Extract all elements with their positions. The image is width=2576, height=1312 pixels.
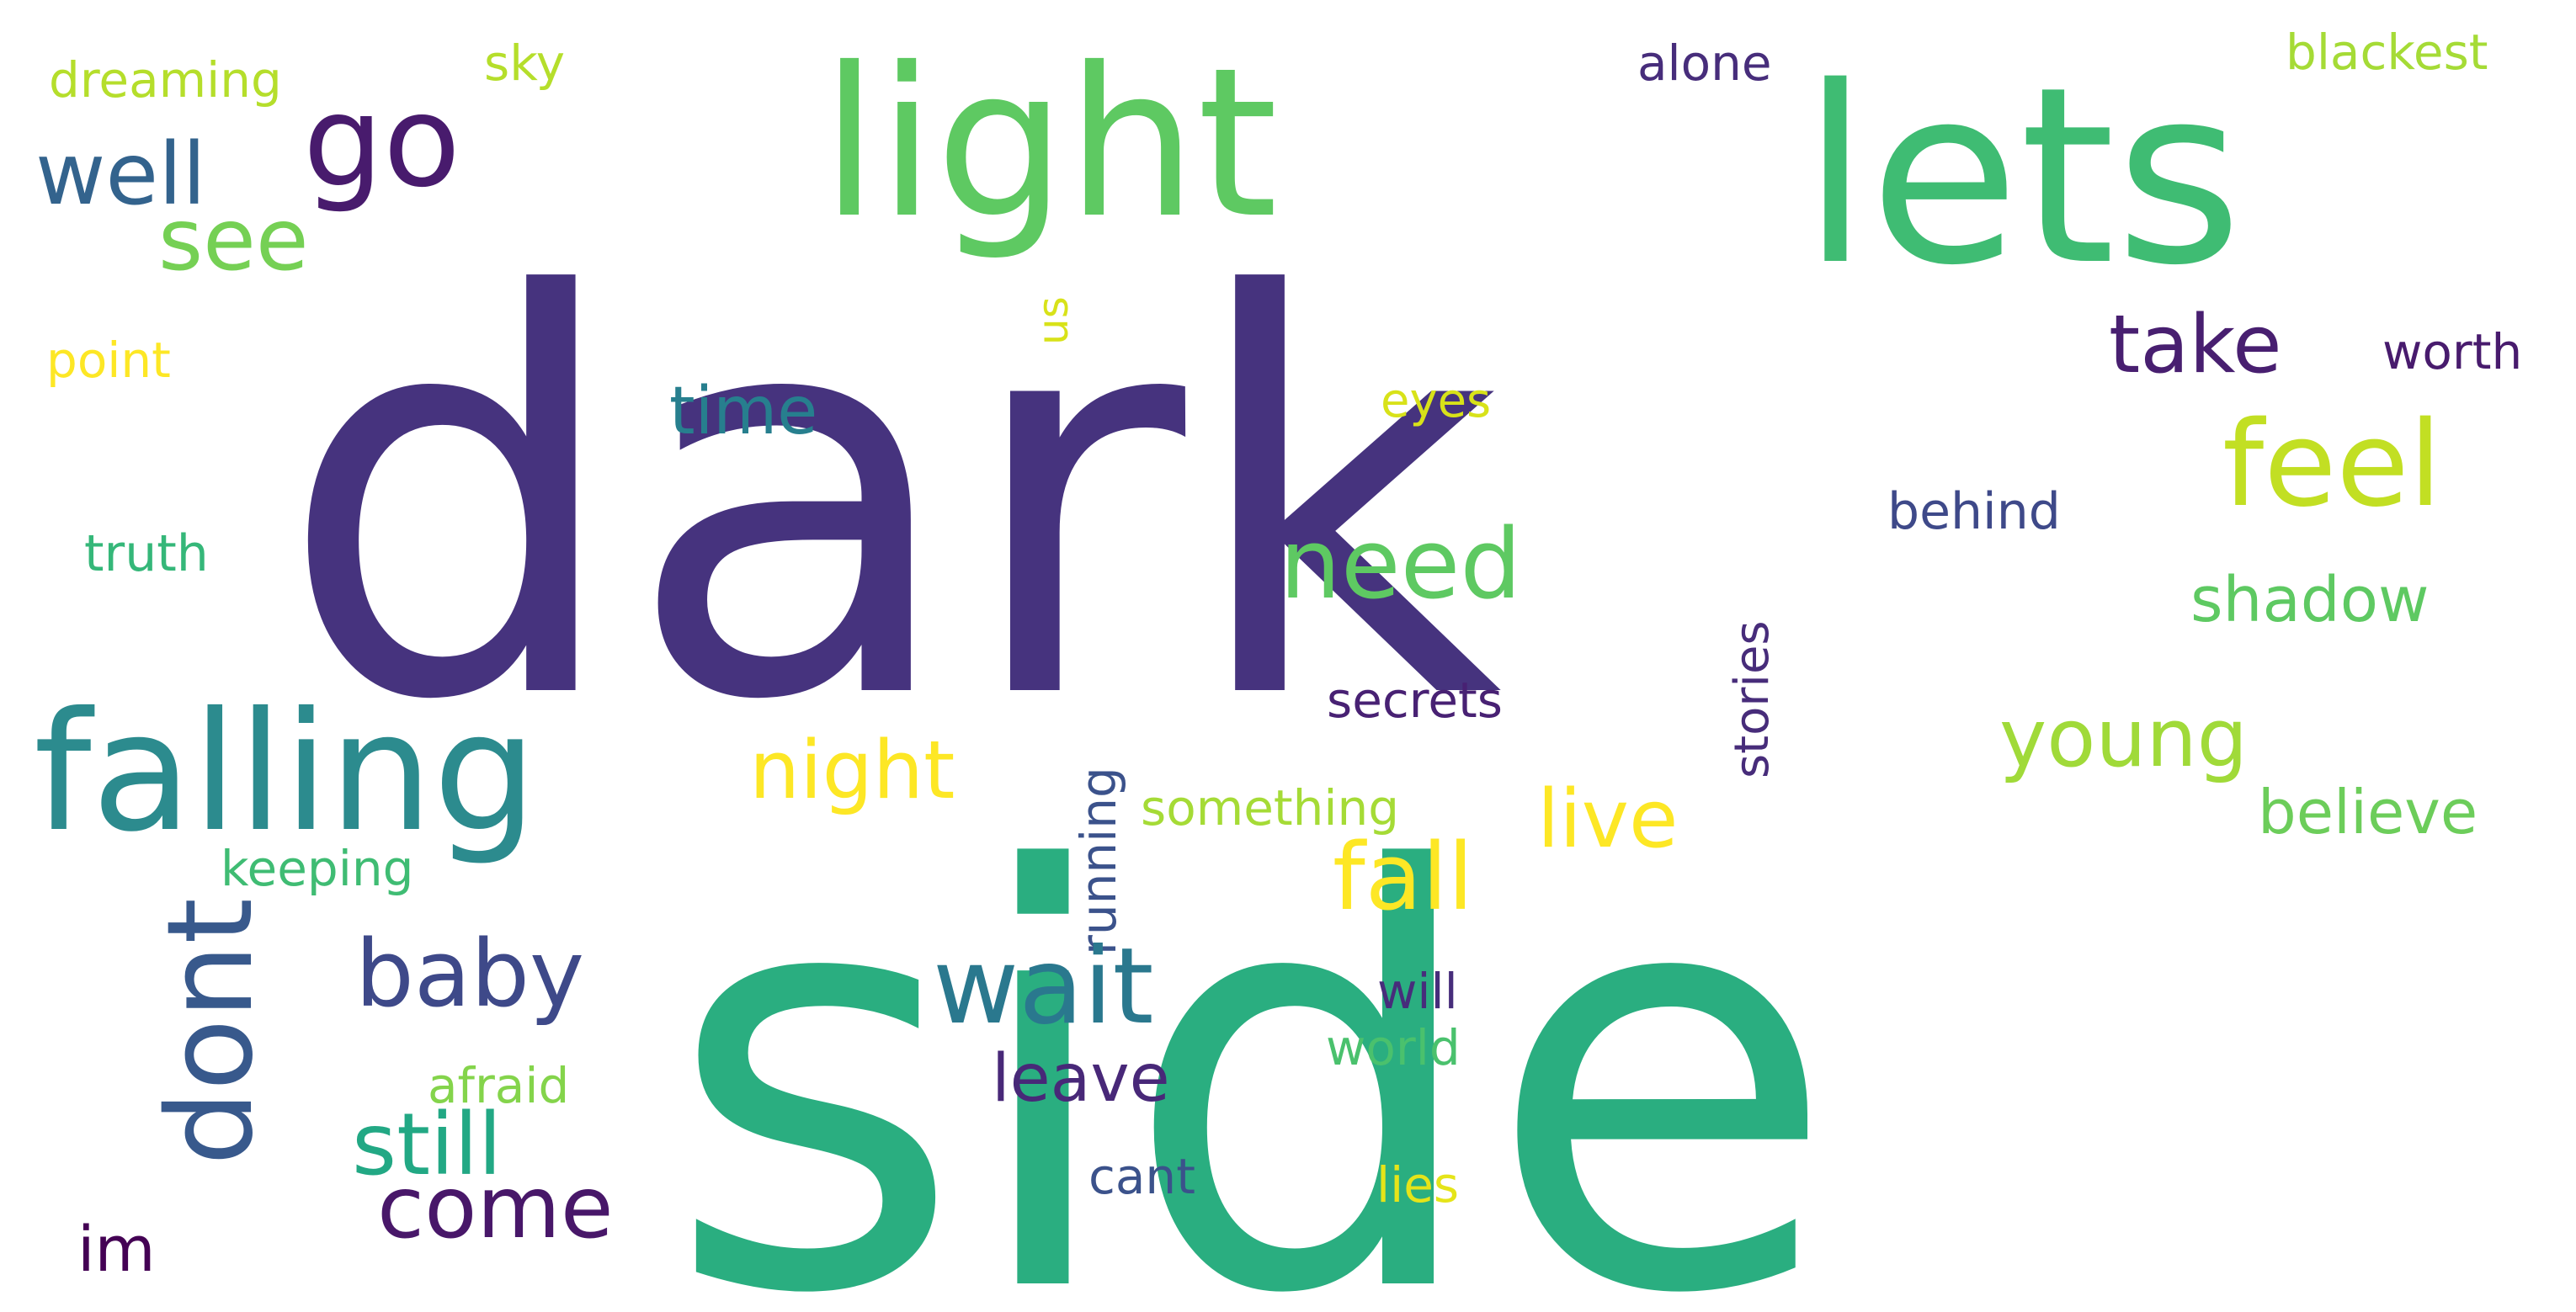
word-baby: baby xyxy=(355,920,584,1028)
word-live: live xyxy=(1537,773,1678,866)
word-feel: feel xyxy=(2222,396,2441,534)
word-need: need xyxy=(1280,508,1521,621)
word-behind: behind xyxy=(1887,482,2061,541)
word-im: im xyxy=(77,1214,156,1286)
word-alone: alone xyxy=(1637,35,1772,92)
word-fall: fall xyxy=(1333,823,1473,931)
word-running: running xyxy=(1070,767,1127,955)
word-take: take xyxy=(2109,299,2282,391)
word-dont: dont xyxy=(142,898,279,1166)
word-blackest: blackest xyxy=(2286,24,2488,81)
word-side: side xyxy=(665,753,1838,1312)
word-truth: truth xyxy=(84,524,209,583)
word-dreaming: dreaming xyxy=(49,51,282,109)
word-come: come xyxy=(377,1158,614,1258)
word-will: will xyxy=(1377,963,1458,1020)
word-eyes: eyes xyxy=(1381,374,1491,428)
word-falling: falling xyxy=(34,677,537,868)
word-worth: worth xyxy=(2382,323,2522,380)
word-wait: wait xyxy=(933,926,1154,1048)
word-believe: believe xyxy=(2258,777,2478,847)
word-see: see xyxy=(158,190,309,290)
word-keeping: keeping xyxy=(221,840,413,897)
word-go: go xyxy=(303,69,460,215)
word-well: well xyxy=(35,125,206,225)
word-night: night xyxy=(749,725,955,817)
word-lies: lies xyxy=(1376,1156,1459,1214)
word-us: us xyxy=(1029,296,1078,345)
word-sky: sky xyxy=(484,35,565,92)
word-leave: leave xyxy=(992,1041,1170,1117)
word-point: point xyxy=(46,332,171,389)
word-something: something xyxy=(1141,779,1399,837)
word-light: light xyxy=(821,24,1278,263)
word-lets: lets xyxy=(1802,35,2243,319)
word-afraid: afraid xyxy=(428,1057,569,1114)
word-secrets: secrets xyxy=(1327,672,1503,729)
word-still: still xyxy=(352,1095,502,1195)
word-time: time xyxy=(669,374,817,449)
word-shadow: shadow xyxy=(2190,564,2430,636)
word-young: young xyxy=(1999,693,2248,785)
word-dark: dark xyxy=(278,183,1503,820)
word-stories: stories xyxy=(1725,620,1780,778)
word-cant: cant xyxy=(1088,1148,1195,1205)
word-world: world xyxy=(1326,1019,1461,1076)
